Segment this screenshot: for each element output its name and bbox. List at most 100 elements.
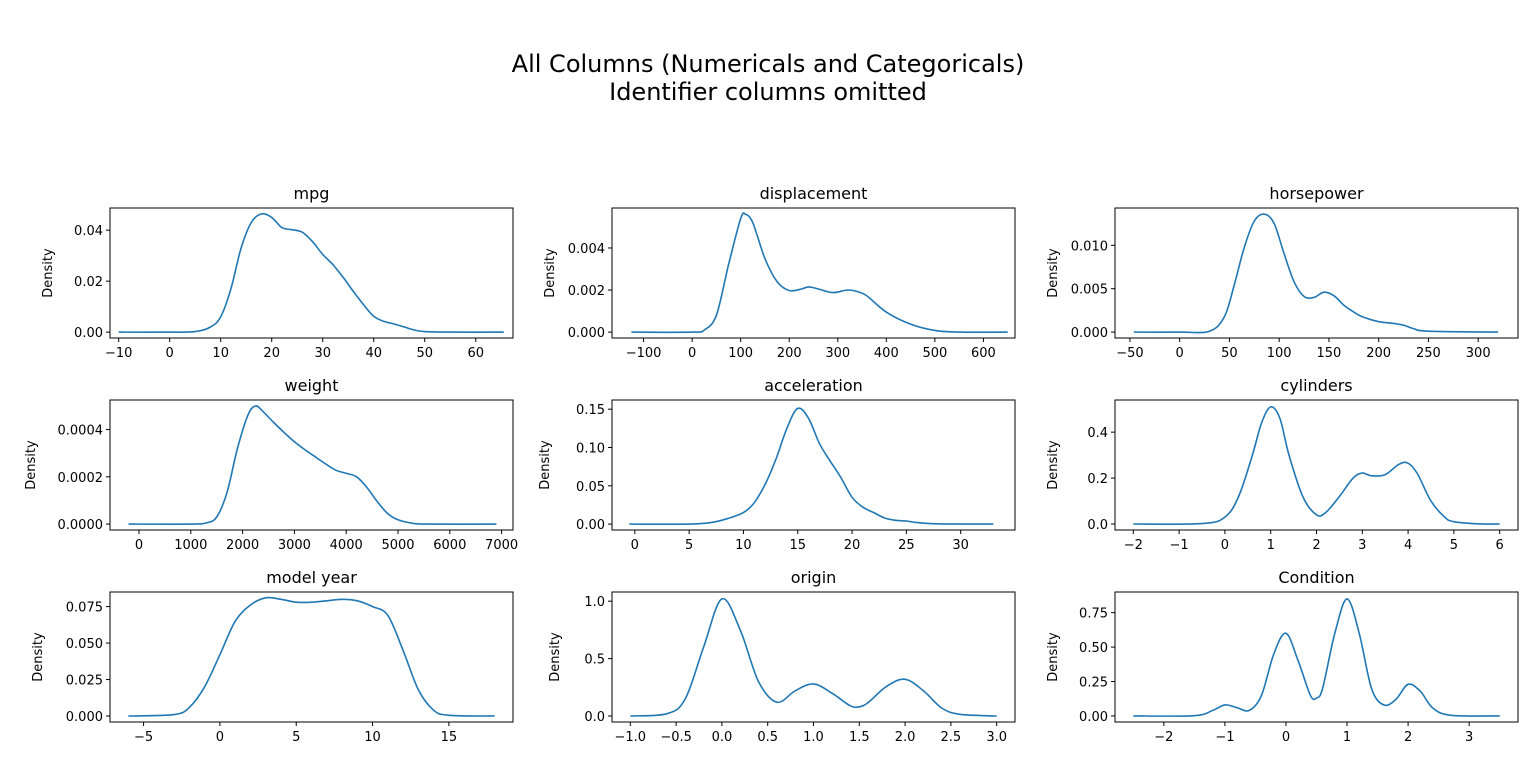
x-tick-label: 0 bbox=[135, 538, 143, 553]
y-tick-label: 0.000 bbox=[1071, 326, 1108, 341]
x-tick-label: 2 bbox=[1404, 730, 1412, 745]
density-line bbox=[1133, 213, 1499, 334]
subplot-acceleration: acceleration Density 0 5 10 15 20 25 30 0.00 0.05 0… bbox=[538, 376, 1016, 553]
subplot-title: horsepower bbox=[1269, 184, 1364, 203]
y-tick-label: 0.15 bbox=[576, 403, 605, 418]
y-tick-label: 0.000 bbox=[66, 710, 103, 725]
density-line bbox=[128, 596, 495, 717]
x-tick-label: 3000 bbox=[278, 538, 311, 553]
x-tick-label: 5000 bbox=[381, 538, 414, 553]
x-tick-label: 4000 bbox=[330, 538, 363, 553]
y-tick-label: 0.0 bbox=[584, 710, 605, 725]
x-tick-label: 3 bbox=[1358, 538, 1366, 553]
x-tick-label: 15 bbox=[441, 730, 458, 745]
y-tick-label: 0.0004 bbox=[58, 424, 104, 439]
subplot-title: cylinders bbox=[1280, 376, 1352, 395]
plot-frame bbox=[611, 591, 1016, 723]
y-axis-label: Density bbox=[548, 632, 563, 682]
x-tick-label: 100 bbox=[1267, 346, 1292, 361]
y-tick-label: 0.75 bbox=[1079, 607, 1108, 622]
density-line bbox=[118, 212, 504, 333]
y-tick-label: 0.075 bbox=[66, 601, 103, 616]
x-tick-label: 100 bbox=[728, 346, 753, 361]
plot-frame bbox=[1114, 207, 1519, 339]
x-tick-label: 2 bbox=[1312, 538, 1320, 553]
x-tick-label: 0.0 bbox=[712, 730, 733, 745]
x-tick-label: −0.5 bbox=[660, 730, 692, 745]
x-tick-label: 1 bbox=[1267, 538, 1275, 553]
x-tick-label: 300 bbox=[825, 346, 850, 361]
y-tick-label: 0.0 bbox=[1087, 518, 1108, 533]
x-tick-label: 0 bbox=[1176, 346, 1184, 361]
x-tick-label: 0 bbox=[1221, 538, 1229, 553]
x-tick-label: 0.5 bbox=[757, 730, 778, 745]
x-tick-label: 10 bbox=[735, 538, 752, 553]
y-axis-label: Density bbox=[538, 440, 553, 490]
plot-frame bbox=[611, 207, 1016, 339]
x-tick-label: 250 bbox=[1416, 346, 1441, 361]
x-tick-label: 500 bbox=[922, 346, 947, 361]
y-axis-label: Density bbox=[543, 248, 558, 298]
x-tick-label: 20 bbox=[263, 346, 280, 361]
y-axis-label: Density bbox=[24, 440, 39, 490]
x-tick-label: 50 bbox=[1221, 346, 1238, 361]
density-line bbox=[1133, 598, 1500, 717]
x-tick-label: −1 bbox=[1215, 730, 1234, 745]
x-tick-label: 0 bbox=[688, 346, 696, 361]
y-tick-label: 0.000 bbox=[568, 326, 605, 341]
x-tick-label: 20 bbox=[844, 538, 861, 553]
density-line bbox=[629, 407, 994, 526]
x-tick-label: 3 bbox=[1465, 730, 1473, 745]
x-tick-label: 0 bbox=[166, 346, 174, 361]
y-tick-label: 0.00 bbox=[576, 518, 605, 533]
y-axis-label: Density bbox=[1046, 248, 1061, 298]
subplot-displacement: displacement Density −100 0 100 200 300 400 500 6… bbox=[543, 184, 1016, 361]
x-tick-label: −2 bbox=[1154, 730, 1173, 745]
subplot-condition: Condition Density −2 −1 0 1 2 3 0.00 0.25 0.50 0.75 bbox=[1046, 568, 1519, 745]
y-tick-label: 0.4 bbox=[1087, 426, 1108, 441]
x-tick-label: 6 bbox=[1496, 538, 1504, 553]
y-tick-label: 0.005 bbox=[1071, 283, 1108, 298]
subplot-cylinders: cylinders Density −2 −1 0 1 2 3 4 5 6 0.0 0.2 0.4 bbox=[1046, 376, 1519, 553]
subplot-model-year: model year Density −5 0 5 10 15 0.000 0.025 0.050… bbox=[31, 568, 514, 745]
y-tick-label: 0.050 bbox=[66, 637, 103, 652]
y-tick-label: 0.0000 bbox=[58, 518, 104, 533]
y-tick-label: 0.010 bbox=[1071, 239, 1108, 254]
x-tick-label: 3.0 bbox=[986, 730, 1007, 745]
subplot-title: acceleration bbox=[764, 376, 863, 395]
x-tick-label: 10 bbox=[212, 346, 229, 361]
subplot-title: Condition bbox=[1278, 568, 1354, 587]
y-tick-label: 0.5 bbox=[584, 653, 605, 668]
y-tick-label: 1.0 bbox=[584, 595, 605, 610]
y-tick-label: 0.05 bbox=[576, 480, 605, 495]
x-tick-label: 5 bbox=[292, 730, 300, 745]
y-tick-label: 0.2 bbox=[1087, 472, 1108, 487]
x-tick-label: 1.0 bbox=[803, 730, 824, 745]
y-tick-label: 0.00 bbox=[74, 326, 103, 341]
x-tick-label: 50 bbox=[416, 346, 433, 361]
x-tick-label: 0 bbox=[631, 538, 639, 553]
x-tick-label: −1.0 bbox=[615, 730, 647, 745]
x-tick-label: 30 bbox=[314, 346, 331, 361]
x-tick-label: −100 bbox=[626, 346, 662, 361]
subplot-horsepower: horsepower Density −50 0 50 100 150 200 250 300 0.… bbox=[1046, 184, 1519, 361]
y-axis-label: Density bbox=[1046, 632, 1061, 682]
y-tick-label: 0.04 bbox=[74, 224, 103, 239]
plot-frame bbox=[611, 399, 1016, 531]
x-tick-label: 10 bbox=[364, 730, 381, 745]
x-tick-label: 60 bbox=[467, 346, 484, 361]
x-tick-label: 4 bbox=[1404, 538, 1412, 553]
y-tick-label: 0.02 bbox=[74, 275, 103, 290]
y-tick-label: 0.25 bbox=[1079, 676, 1108, 691]
x-tick-label: 25 bbox=[898, 538, 915, 553]
x-tick-label: 1.5 bbox=[849, 730, 870, 745]
subplot-weight: weight Density 0 1000 2000 3000 4000 5000 6000 70… bbox=[24, 376, 518, 553]
subplot-title: weight bbox=[285, 376, 339, 395]
x-tick-label: 400 bbox=[874, 346, 899, 361]
x-tick-label: 300 bbox=[1466, 346, 1491, 361]
x-tick-label: −50 bbox=[1116, 346, 1143, 361]
x-tick-label: −1 bbox=[1170, 538, 1189, 553]
x-tick-label: 30 bbox=[952, 538, 969, 553]
x-tick-label: 150 bbox=[1317, 346, 1342, 361]
